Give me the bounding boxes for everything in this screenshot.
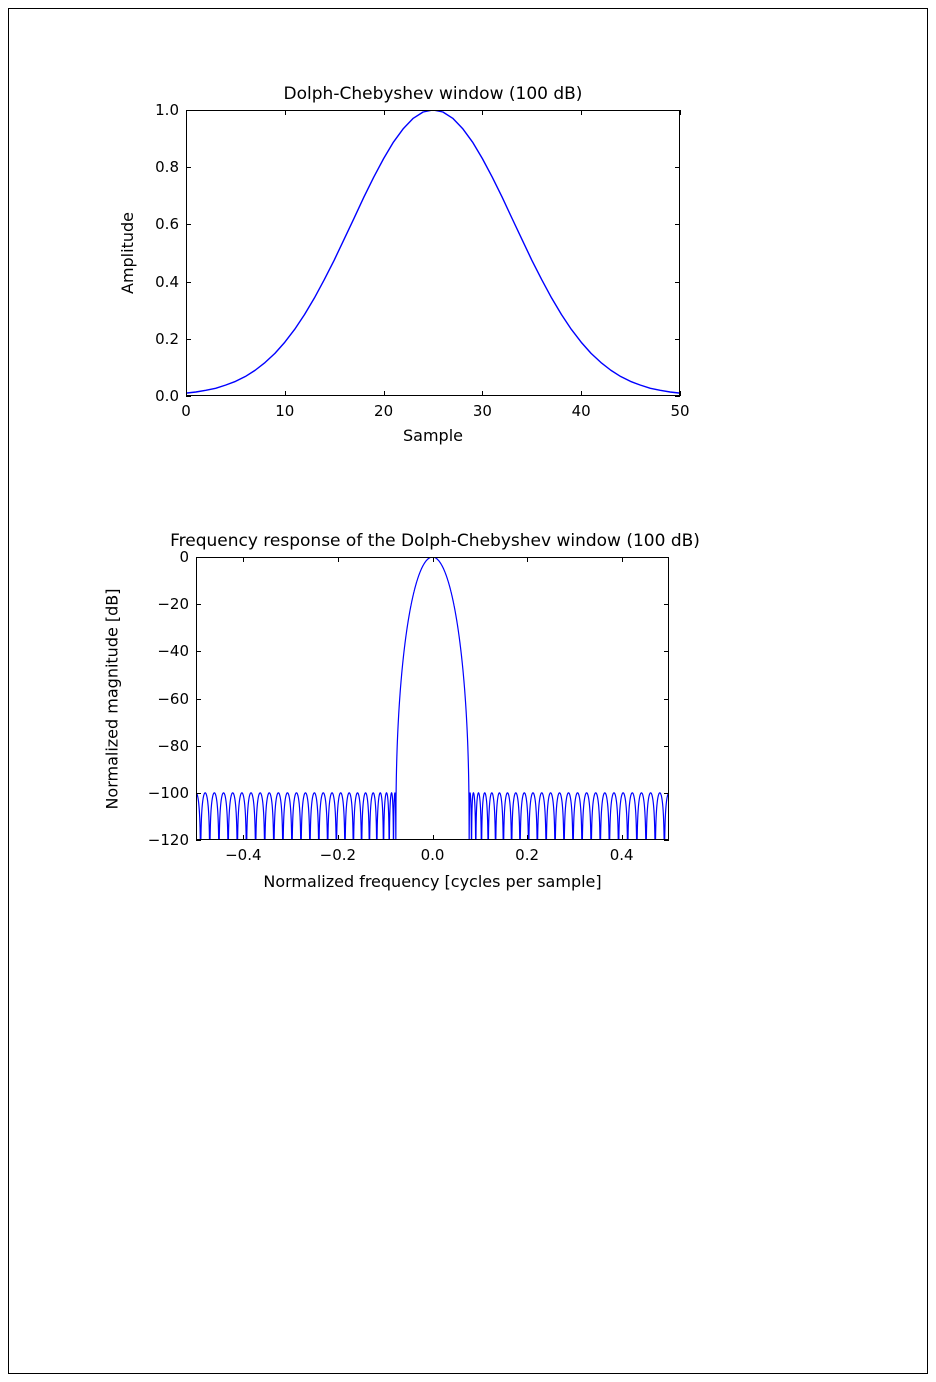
chart-title: Frequency response of the Dolph-Chebyshe… bbox=[170, 531, 700, 551]
y-tick-label: −60 bbox=[157, 689, 189, 708]
x-tick-label: −0.2 bbox=[319, 846, 357, 864]
y-tick-label: 1.0 bbox=[155, 101, 179, 119]
y-tick-label: −100 bbox=[147, 783, 189, 802]
x-tick-label: 40 bbox=[571, 402, 591, 420]
y-tick-label: −40 bbox=[157, 642, 189, 661]
x-tick-label: 0 bbox=[181, 402, 191, 420]
axes-frame bbox=[196, 557, 669, 840]
tick-marks bbox=[196, 557, 669, 841]
y-tick-label: 0.8 bbox=[155, 158, 179, 177]
window-curve bbox=[186, 110, 680, 394]
x-tick-label: 0.4 bbox=[609, 846, 634, 864]
plot-canvas bbox=[196, 557, 669, 841]
axes-frame bbox=[186, 110, 680, 396]
x-tick-label: −0.4 bbox=[225, 846, 262, 864]
y-tick-label: −80 bbox=[157, 736, 189, 755]
x-axis-label: Normalized frequency [cycles per sample] bbox=[263, 872, 602, 891]
y-tick-label: 0.2 bbox=[155, 329, 179, 348]
frequency-response-curve bbox=[196, 557, 669, 840]
x-tick-label: 0.0 bbox=[420, 846, 445, 864]
y-tick-label: 0.0 bbox=[155, 387, 179, 405]
x-tick-label: 20 bbox=[374, 402, 394, 420]
y-tick-label: 0.4 bbox=[155, 272, 179, 291]
y-tick-label: 0.6 bbox=[155, 215, 179, 234]
x-tick-label: 30 bbox=[472, 402, 492, 420]
x-tick-label: 50 bbox=[670, 402, 690, 420]
tick-marks bbox=[186, 110, 681, 397]
x-tick-label: 10 bbox=[275, 402, 295, 420]
x-axis-label: Sample bbox=[403, 426, 463, 445]
x-tick-label: 0.2 bbox=[515, 846, 540, 864]
plot-canvas bbox=[186, 110, 681, 397]
y-tick-label: 0 bbox=[179, 548, 189, 566]
y-tick-label: −20 bbox=[157, 595, 189, 614]
y-tick-label: −120 bbox=[147, 831, 189, 849]
chart-title: Dolph-Chebyshev window (100 dB) bbox=[283, 84, 583, 104]
